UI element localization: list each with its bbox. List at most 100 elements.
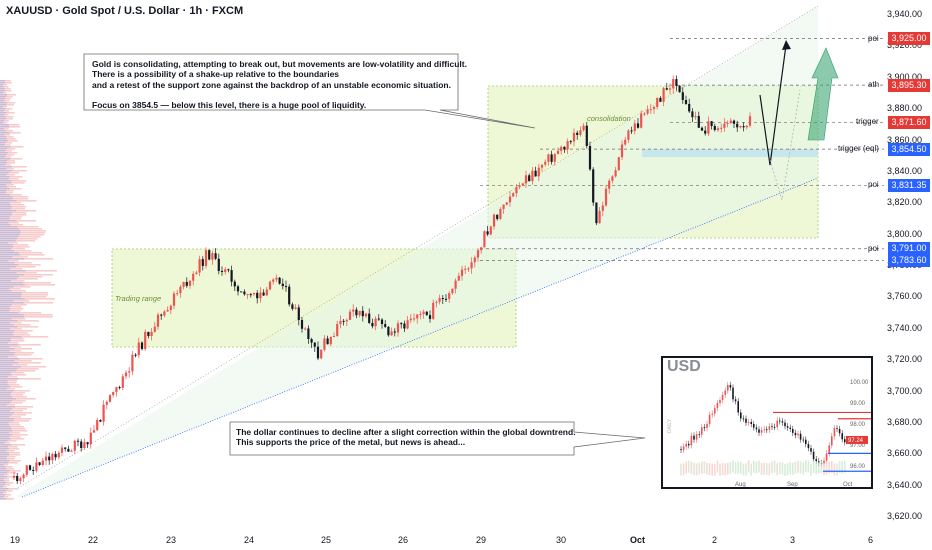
candle-body xyxy=(684,99,688,104)
candle-body xyxy=(739,126,742,128)
profile-bar xyxy=(0,424,21,426)
candle-body xyxy=(179,286,182,294)
profile-bar xyxy=(0,162,16,164)
candle-body xyxy=(140,342,144,350)
profile-bar xyxy=(0,440,17,442)
callout-bottom-line: The dollar continues to decline after a … xyxy=(236,427,576,437)
profile-bar xyxy=(0,392,26,394)
inset-volume-bar xyxy=(690,461,693,474)
candle-body xyxy=(275,277,278,280)
profile-bar xyxy=(0,100,10,102)
inset-y-tick: 96.00 xyxy=(850,464,866,470)
profile-bar xyxy=(0,334,14,336)
inset-y-tick: 97.00 xyxy=(850,443,866,449)
profile-bar xyxy=(0,466,6,468)
profile-bar xyxy=(0,154,7,156)
profile-bar xyxy=(0,388,15,390)
inset-x-tick: Sep xyxy=(787,482,798,487)
candle-body xyxy=(374,318,377,327)
candle-body xyxy=(412,318,416,320)
candle-body xyxy=(384,324,387,327)
profile-bar xyxy=(0,220,17,222)
y-tick-label: 3,740.00 xyxy=(887,322,923,333)
profile-bar xyxy=(0,444,12,446)
candle-body xyxy=(252,292,256,295)
profile-bar xyxy=(0,88,11,90)
profile-bar xyxy=(0,450,7,452)
profile-bar xyxy=(0,412,32,414)
profile-bar xyxy=(0,316,24,318)
profile-bar xyxy=(0,116,14,118)
profile-bar xyxy=(0,186,8,188)
candle-body xyxy=(729,120,732,123)
profile-bar xyxy=(0,384,9,386)
profile-bar xyxy=(0,352,35,354)
candle-body xyxy=(284,286,288,288)
profile-bar xyxy=(0,260,19,262)
profile-bar xyxy=(0,374,12,376)
profile-bar xyxy=(0,226,18,228)
profile-bar xyxy=(0,262,15,264)
inset-candle-body xyxy=(781,421,784,423)
x-tick-label: 23 xyxy=(166,535,177,545)
candle-body xyxy=(457,275,460,281)
profile-bar xyxy=(0,338,24,340)
inset-y-tick: 99.00 xyxy=(850,401,866,407)
profile-bar xyxy=(0,388,7,390)
candle-body xyxy=(544,161,547,165)
profile-bar xyxy=(0,206,27,208)
profile-bar xyxy=(0,400,12,402)
profile-bar xyxy=(0,354,15,356)
candle-body xyxy=(428,315,432,319)
profile-bar xyxy=(0,414,12,416)
profile-bar xyxy=(0,492,7,494)
profile-bar xyxy=(0,94,16,96)
profile-bar xyxy=(0,242,8,244)
inset-volume-bar xyxy=(745,463,747,476)
candle-body xyxy=(576,132,579,135)
inset-candle-body xyxy=(833,428,836,437)
profile-bar xyxy=(0,204,25,206)
profile-bar xyxy=(0,270,57,272)
profile-bar xyxy=(0,284,56,286)
profile-bar xyxy=(0,340,25,342)
candle-body xyxy=(707,121,710,134)
profile-bar xyxy=(0,80,5,82)
candle-body xyxy=(528,175,531,182)
inset-candle-body xyxy=(732,387,734,400)
candle-body xyxy=(73,440,76,451)
profile-bar xyxy=(0,124,20,126)
profile-bar xyxy=(0,248,25,250)
candle-body xyxy=(592,169,595,203)
profile-bar xyxy=(0,98,5,100)
candle-body xyxy=(70,450,73,452)
level-name: poi xyxy=(868,243,879,253)
inset-candle-body xyxy=(792,428,794,433)
candle-body xyxy=(92,430,96,433)
inset-volume-bar xyxy=(833,463,836,476)
candle-body xyxy=(534,170,537,177)
candle-body xyxy=(118,387,121,389)
candle-body xyxy=(147,331,150,336)
profile-bar xyxy=(0,216,10,218)
profile-bar xyxy=(0,122,8,124)
profile-bar xyxy=(0,212,12,214)
profile-bar xyxy=(0,166,12,168)
inset-y-tick: 100.00 xyxy=(850,380,869,386)
candle-body xyxy=(620,144,624,158)
callout-top-line: and a retest of the support zone against… xyxy=(92,79,451,90)
level-price-tag: 3,831.35 xyxy=(888,178,930,192)
profile-bar xyxy=(0,134,10,136)
candle-body xyxy=(473,257,476,263)
callout-bottom: The dollar continues to decline after a … xyxy=(236,427,576,448)
profile-bar xyxy=(0,436,10,438)
inset-volume-bar xyxy=(753,460,755,473)
level-name: poi xyxy=(868,33,879,43)
chart-title: XAUUSD · Gold Spot / U.S. Dollar · 1h · … xyxy=(6,5,244,17)
candle-body xyxy=(540,164,544,168)
profile-bar xyxy=(0,180,27,182)
profile-bar xyxy=(0,290,12,292)
inset-candle-body xyxy=(701,427,703,435)
